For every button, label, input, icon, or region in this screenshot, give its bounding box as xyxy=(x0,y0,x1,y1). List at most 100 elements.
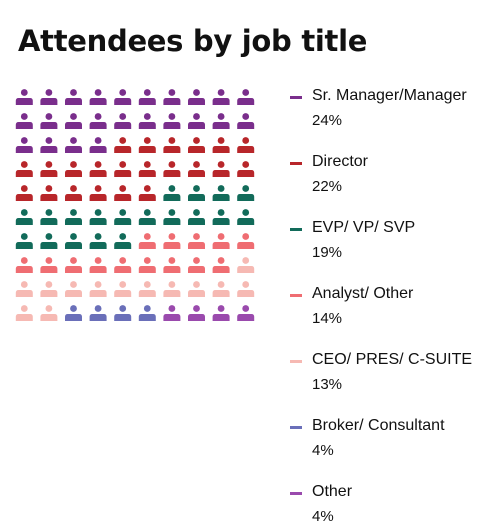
person-head xyxy=(119,233,127,240)
person-body xyxy=(163,314,181,321)
person-head xyxy=(168,209,176,216)
person-icon-evp-vp-svp xyxy=(163,209,181,225)
person-head xyxy=(70,185,77,192)
person-icon-evp-vp-svp xyxy=(15,209,33,225)
person-icon-evp-vp-svp xyxy=(65,209,82,225)
person-head xyxy=(242,233,250,240)
person-head xyxy=(94,233,102,240)
person-head xyxy=(242,113,250,120)
person-icon-other xyxy=(212,305,230,321)
person-icon-analyst-other xyxy=(188,233,205,249)
person-head xyxy=(45,233,53,240)
person-body xyxy=(114,170,132,177)
person-icon-sr-manager-manager xyxy=(114,89,132,105)
person-body xyxy=(89,290,107,297)
person-icon-sr-manager-manager xyxy=(15,137,33,153)
person-head xyxy=(217,281,225,288)
person-icon-analyst-other xyxy=(163,257,181,273)
person-body xyxy=(114,146,132,153)
person-head xyxy=(193,305,200,312)
person-head xyxy=(20,137,28,144)
person-icon-evp-vp-svp xyxy=(212,185,230,201)
person-head xyxy=(45,137,53,144)
person-icon-director xyxy=(114,137,132,153)
legend-label: EVP/ VP/ SVP xyxy=(312,219,416,236)
person-body xyxy=(237,98,255,105)
legend-label: Broker/ Consultant xyxy=(312,417,445,434)
person-icon-director xyxy=(138,137,156,153)
person-body xyxy=(237,218,255,225)
person-head xyxy=(94,161,102,168)
person-icon-director xyxy=(40,161,58,177)
person-body xyxy=(138,314,156,321)
person-icon-director xyxy=(163,161,181,177)
person-head xyxy=(143,281,151,288)
person-body xyxy=(138,194,156,201)
person-body xyxy=(163,266,181,273)
legend-value: 22% xyxy=(312,178,343,195)
person-icon-director xyxy=(89,161,107,177)
person-head xyxy=(94,305,102,312)
person-body xyxy=(237,122,255,129)
person-icon-evp-vp-svp xyxy=(114,209,132,225)
person-head xyxy=(168,89,176,96)
person-body xyxy=(40,314,58,321)
person-head xyxy=(242,185,250,192)
legend-label: Director xyxy=(312,153,369,170)
person-head xyxy=(168,305,176,312)
person-body xyxy=(40,242,58,249)
waffle-grid xyxy=(15,89,255,321)
person-body xyxy=(15,314,33,321)
person-body xyxy=(237,242,255,249)
person-head xyxy=(45,281,53,288)
person-icon-ceo-pres-c-suite xyxy=(65,281,82,297)
legend-value: 14% xyxy=(312,310,343,327)
person-head xyxy=(94,209,102,216)
person-icon-analyst-other xyxy=(114,257,132,273)
person-body xyxy=(237,170,255,177)
person-head xyxy=(45,113,53,120)
person-icon-sr-manager-manager xyxy=(40,89,58,105)
person-head xyxy=(143,209,151,216)
person-icon-sr-manager-manager xyxy=(65,113,82,129)
legend-swatch xyxy=(290,294,302,297)
person-body xyxy=(138,218,156,225)
person-icon-broker-consultant xyxy=(138,305,156,321)
legend-value: 19% xyxy=(312,244,343,261)
person-icon-director xyxy=(188,137,205,153)
person-icon-sr-manager-manager xyxy=(138,89,156,105)
person-body xyxy=(89,242,107,249)
person-icon-sr-manager-manager xyxy=(138,113,156,129)
person-head xyxy=(193,281,200,288)
person-head xyxy=(193,233,200,240)
person-body xyxy=(138,170,156,177)
person-body xyxy=(163,194,181,201)
person-body xyxy=(188,122,205,129)
person-body xyxy=(40,194,58,201)
person-head xyxy=(119,257,127,264)
person-head xyxy=(119,89,127,96)
person-body xyxy=(138,266,156,273)
person-icon-sr-manager-manager xyxy=(212,113,230,129)
person-body xyxy=(237,146,255,153)
person-icon-evp-vp-svp xyxy=(188,209,205,225)
person-body xyxy=(212,170,230,177)
person-head xyxy=(45,161,53,168)
person-icon-ceo-pres-c-suite xyxy=(237,281,255,297)
person-head xyxy=(70,305,77,312)
person-icon-analyst-other xyxy=(212,257,230,273)
person-icon-evp-vp-svp xyxy=(65,233,82,249)
person-head xyxy=(119,113,127,120)
person-head xyxy=(193,209,200,216)
person-body xyxy=(114,194,132,201)
person-body xyxy=(15,122,33,129)
person-body xyxy=(212,266,230,273)
person-head xyxy=(217,137,225,144)
person-body xyxy=(138,146,156,153)
person-head xyxy=(242,257,250,264)
person-head xyxy=(242,137,250,144)
person-head xyxy=(119,185,127,192)
person-body xyxy=(40,122,58,129)
person-head xyxy=(242,305,250,312)
person-icon-sr-manager-manager xyxy=(40,113,58,129)
